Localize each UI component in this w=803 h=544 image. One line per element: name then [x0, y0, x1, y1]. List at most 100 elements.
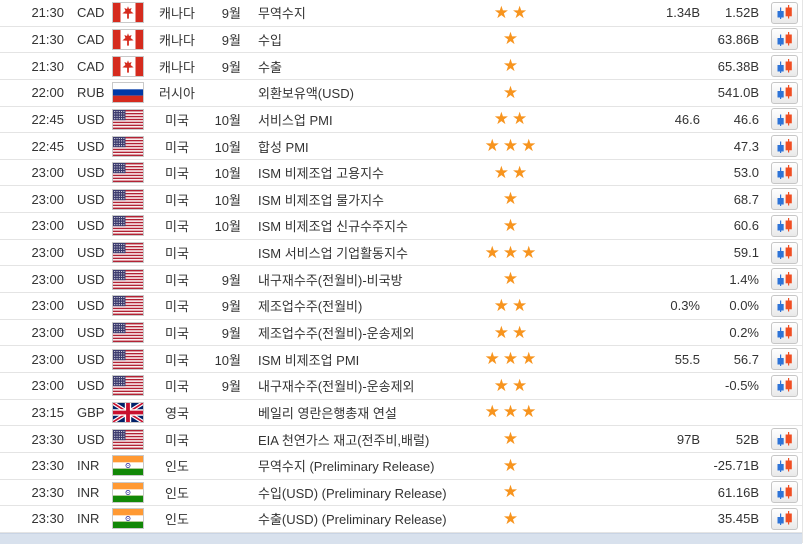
flag-usa-icon — [112, 135, 144, 157]
event-name[interactable]: 베일리 영란은행총재 연설 — [258, 405, 397, 421]
reference-month: 10월 — [214, 192, 241, 208]
country-name: 캐나다 — [159, 32, 195, 48]
event-name[interactable]: 수입(USD) (Preliminary Release) — [258, 485, 447, 501]
flag-cell — [106, 428, 148, 450]
candlestick-chart-icon[interactable] — [771, 81, 798, 104]
candlestick-chart-icon[interactable] — [771, 374, 798, 397]
event-name[interactable]: ISM 서비스업 기업활동지수 — [258, 246, 408, 262]
country-name: 미국 — [165, 272, 189, 288]
candlestick-chart-icon[interactable] — [771, 28, 798, 51]
reference-month: 10월 — [214, 139, 241, 155]
candlestick-chart-icon[interactable] — [771, 135, 798, 158]
country-name: 미국 — [165, 192, 189, 208]
event-time: 23:30 — [31, 511, 64, 527]
importance-stars: ★ — [502, 508, 522, 529]
calendar-row[interactable]: 23:30 USD 미국 EIA 천연가스 재고(전주비,배럴) ★ 97B 5… — [0, 426, 802, 453]
candlestick-chart-icon[interactable] — [771, 481, 798, 504]
previous-value: 52B — [735, 431, 759, 447]
calendar-row[interactable]: 21:30 CAD 캐나다 9월 수출 ★ 65.38B — [0, 53, 802, 80]
event-name[interactable]: 수입 — [258, 32, 282, 48]
event-time: 23:00 — [31, 378, 64, 394]
flag-uk-icon — [112, 401, 144, 423]
candlestick-chart-icon[interactable] — [771, 188, 798, 211]
event-name[interactable]: 제조업수주(전월비)-운송제외 — [258, 326, 415, 341]
calendar-row[interactable]: 22:45 USD 미국 10월 합성 PMI ★★★ 47.3 — [0, 133, 802, 160]
chart-cell — [761, 348, 802, 371]
bottom-strip — [0, 532, 802, 544]
chart-cell — [761, 454, 802, 477]
previous-value: 53.0 — [733, 165, 759, 181]
flag-canada-icon — [112, 2, 144, 24]
event-name[interactable]: EIA 천연가스 재고(전주비,배럴) — [258, 432, 430, 448]
event-name[interactable]: 합성 PMI — [258, 139, 309, 155]
candlestick-chart-icon[interactable] — [771, 214, 798, 237]
candlestick-chart-icon[interactable] — [771, 294, 798, 317]
currency-code: USD — [77, 378, 105, 394]
calendar-row[interactable]: 23:30 INR 인도 무역수지 (Preliminary Release) … — [0, 452, 802, 480]
calendar-row[interactable]: 23:00 USD 미국 9월 제조업수주(전월비)-운송제외 ★★ 0.2% — [0, 319, 802, 347]
importance-stars: ★★★ — [484, 242, 540, 263]
calendar-row[interactable]: 23:00 USD 미국 9월 내구재수주(전월비)-비국방 ★ 1.4% — [0, 266, 802, 294]
country-name: 미국 — [165, 139, 189, 155]
event-name[interactable]: ISM 비제조업 고용지수 — [258, 166, 385, 182]
calendar-row[interactable]: 23:30 INR 인도 수출(USD) (Preliminary Releas… — [0, 506, 802, 533]
calendar-row[interactable]: 23:00 USD 미국 10월 ISM 비제조업 물가지수 ★ 68.7 — [0, 186, 802, 214]
candlestick-chart-icon[interactable] — [771, 161, 798, 184]
currency-code: CAD — [77, 31, 105, 47]
event-name[interactable]: 수출(USD) (Preliminary Release) — [258, 512, 447, 528]
calendar-row[interactable]: 23:30 INR 인도 수입(USD) (Preliminary Releas… — [0, 479, 802, 507]
calendar-row[interactable]: 21:30 CAD 캐나다 9월 무역수지 ★★ 1.34B 1.52B — [0, 0, 802, 27]
calendar-row[interactable]: 23:00 USD 미국 ISM 서비스업 기업활동지수 ★★★ 59.1 — [0, 239, 802, 267]
calendar-row[interactable]: 23:00 USD 미국 10월 ISM 비제조업 PMI ★★★ 55.5 5… — [0, 346, 802, 373]
candlestick-chart-icon[interactable] — [771, 507, 798, 530]
event-name[interactable]: 제조업수주(전월비) — [258, 299, 363, 315]
chart-cell — [761, 55, 802, 78]
chart-cell — [761, 374, 802, 397]
calendar-row[interactable]: 23:00 USD 미국 9월 제조업수주(전월비) ★★ 0.3% 0.0% — [0, 293, 802, 320]
calendar-row[interactable]: 23:15 GBP 영국 베일리 영란은행총재 연설 ★★★ — [0, 399, 802, 427]
currency-code: INR — [77, 511, 100, 527]
importance-stars: ★ — [502, 455, 522, 476]
previous-value: 63.86B — [717, 31, 759, 47]
event-name[interactable]: 내구재수주(전월비)-운송제외 — [258, 379, 415, 395]
chart-cell — [761, 321, 802, 344]
event-name[interactable]: ISM 비제조업 신규수주지수 — [258, 219, 408, 235]
event-name[interactable]: ISM 비제조업 물가지수 — [258, 192, 385, 208]
reference-month: 9월 — [221, 299, 241, 315]
calendar-row[interactable]: 23:00 USD 미국 10월 ISM 비제조업 고용지수 ★★ 53.0 — [0, 159, 802, 187]
event-name[interactable]: 무역수지 — [258, 6, 306, 22]
event-name[interactable]: 수출 — [258, 59, 282, 75]
candlestick-chart-icon[interactable] — [771, 428, 798, 451]
candlestick-chart-icon[interactable] — [771, 108, 798, 131]
chart-cell — [761, 1, 802, 24]
candlestick-chart-icon[interactable] — [771, 268, 798, 291]
calendar-row[interactable]: 22:00 RUB 러시아 외환보유액(USD) ★ 541.0B — [0, 79, 802, 107]
chart-cell — [761, 507, 802, 530]
previous-value: 68.7 — [733, 191, 759, 207]
candlestick-chart-icon[interactable] — [771, 55, 798, 78]
previous-value: 46.6 — [733, 111, 759, 127]
reference-month: 9월 — [221, 272, 241, 288]
chart-cell — [761, 268, 802, 291]
event-name[interactable]: ISM 비제조업 PMI — [258, 352, 360, 368]
candlestick-chart-icon[interactable] — [771, 241, 798, 264]
calendar-row[interactable]: 23:00 USD 미국 9월 내구재수주(전월비)-운송제외 ★★ -0.5% — [0, 372, 802, 400]
event-name[interactable]: 내구재수주(전월비)-비국방 — [258, 272, 403, 288]
flag-cell — [106, 268, 148, 290]
calendar-row[interactable]: 22:45 USD 미국 10월 서비스업 PMI ★★ 46.6 46.6 — [0, 106, 802, 134]
calendar-row[interactable]: 21:30 CAD 캐나다 9월 수입 ★ 63.86B — [0, 26, 802, 54]
candlestick-chart-icon[interactable] — [771, 348, 798, 371]
previous-value: 1.52B — [725, 5, 759, 21]
candlestick-chart-icon[interactable] — [771, 454, 798, 477]
importance-stars: ★★ — [493, 295, 531, 316]
event-name[interactable]: 무역수지 (Preliminary Release) — [258, 459, 435, 475]
calendar-row[interactable]: 23:00 USD 미국 10월 ISM 비제조업 신규수주지수 ★ 60.6 — [0, 213, 802, 240]
actual-value: 46.6 — [674, 111, 700, 127]
country-name: 인도 — [165, 512, 189, 528]
flag-cell — [106, 481, 148, 503]
event-name[interactable]: 서비스업 PMI — [258, 112, 333, 128]
candlestick-chart-icon[interactable] — [771, 321, 798, 344]
currency-code: USD — [77, 165, 105, 181]
event-name[interactable]: 외환보유액(USD) — [258, 86, 354, 102]
candlestick-chart-icon[interactable] — [771, 1, 798, 24]
